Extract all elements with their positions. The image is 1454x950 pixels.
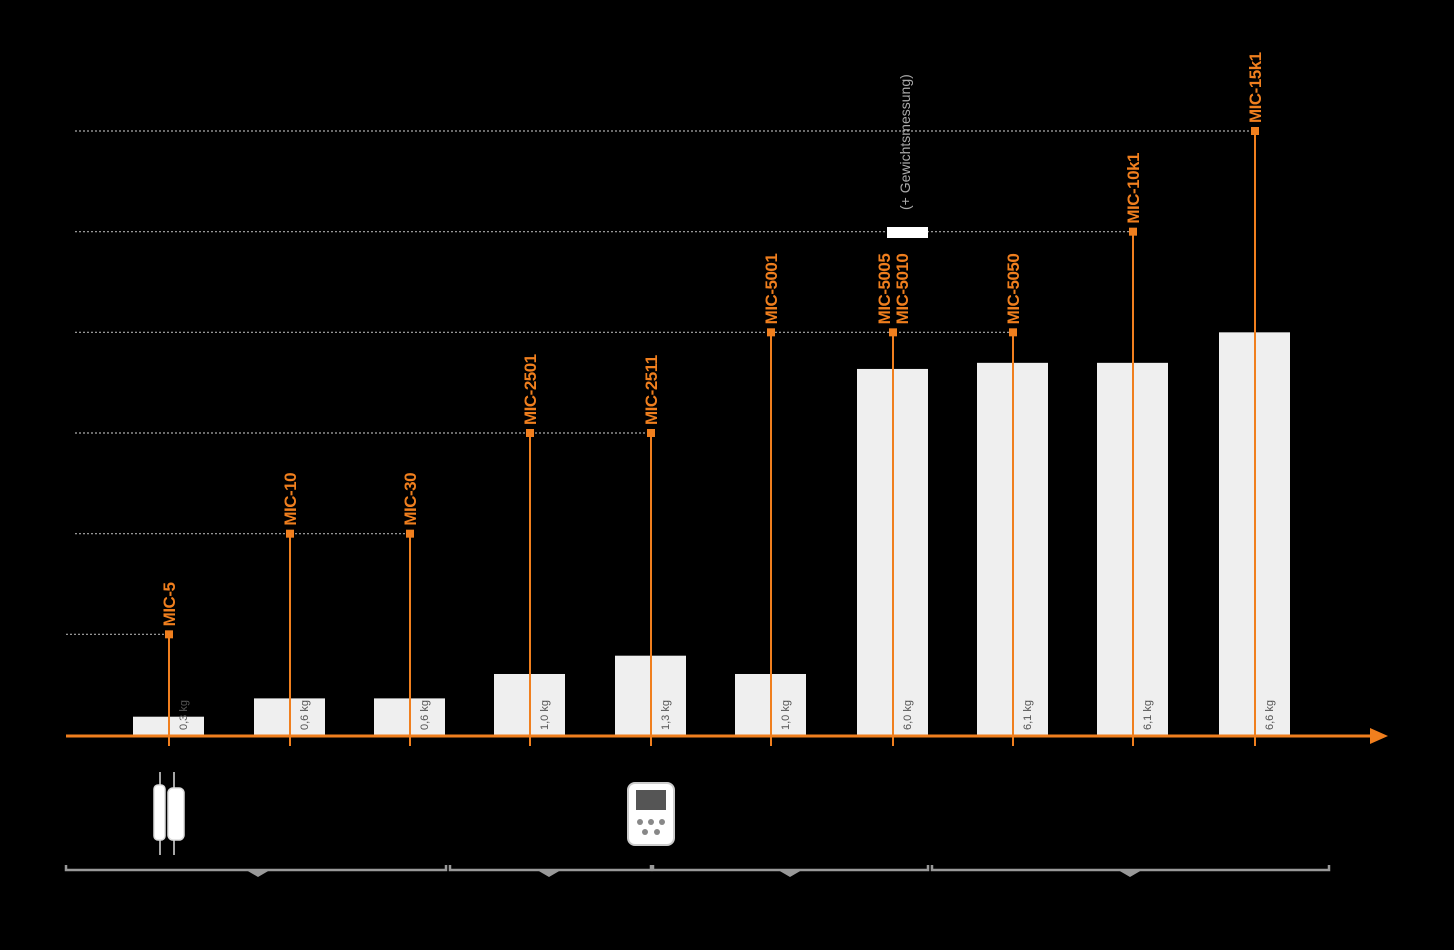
level-marker [889,328,897,337]
axis-arrow [1370,728,1388,744]
level-marker [767,328,775,337]
grid [66,130,1255,635]
annotation: (+ Gewichtsmessung) [897,74,913,210]
highlight-box [887,227,928,238]
level-marker [526,429,534,437]
level-marker [165,630,173,639]
weight-label: 1,3 kg [660,700,672,730]
weight-label: 0,3 kg [178,700,190,730]
weight-label: 1,0 kg [780,700,792,730]
level-marker [647,429,655,437]
product-name: MIC-5005 [875,254,894,325]
bracket-pointers [246,870,1142,877]
product-name: MIC-2501 [521,354,540,425]
weight-label: 0,6 kg [299,700,311,730]
weight-label: 6,6 kg [1264,700,1276,730]
weight-label: 1,0 kg [539,700,551,730]
product-name: MIC-2511 [642,355,661,425]
product-name: MIC-5 [160,583,179,627]
product-name: MIC-5010 [893,254,912,325]
weight-label: 0,6 kg [419,700,431,730]
product-name: MIC-5001 [762,254,781,325]
level-marker [1251,127,1259,135]
weight-label: 6,0 kg [902,700,914,730]
stems: MIC-5 MIC-10 MIC-30 MIC-2501 MIC-2511 MIC-500… [160,52,1265,746]
product-name: MIC-30 [401,473,420,526]
product-name: MIC-5050 [1004,254,1023,325]
tester-icon [153,772,185,855]
product-name: MIC-15k1 [1246,52,1265,123]
level-marker [1129,227,1137,236]
level-marker [286,529,294,538]
product-name: MIC-10 [281,473,300,526]
level-marker [1009,328,1017,337]
level-marker [406,529,414,538]
weight-label: 6,1 kg [1142,700,1154,730]
weight-label: 6,1 kg [1022,700,1034,730]
product-name: MIC-10k1 [1124,153,1143,224]
meter-icon [627,782,675,846]
